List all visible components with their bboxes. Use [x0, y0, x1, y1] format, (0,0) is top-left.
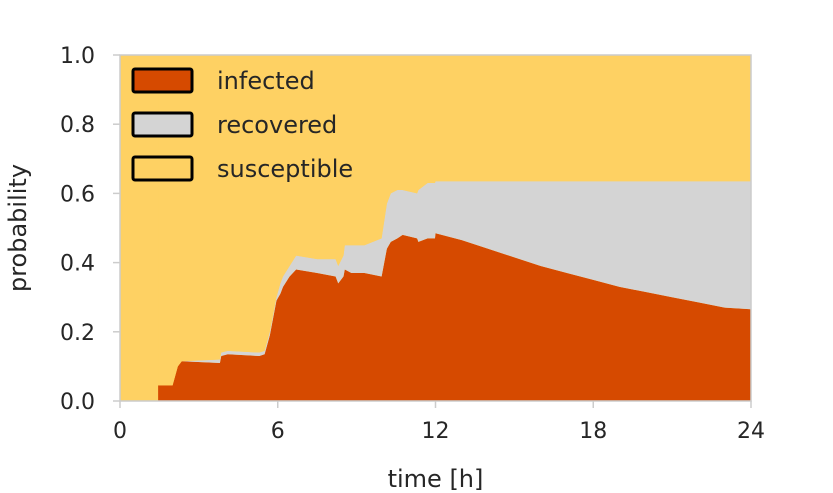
x-tick-label: 18 [579, 419, 607, 444]
legend-label-recovered: recovered [217, 111, 337, 139]
y-tick-label: 0.8 [60, 113, 95, 138]
x-tick-label: 0 [113, 419, 127, 444]
y-tick-label: 0.4 [60, 252, 95, 277]
y-axis-ticks: 0.0 0.2 0.4 0.6 0.8 1.0 [60, 44, 120, 415]
legend-swatch-susceptible [131, 155, 194, 182]
x-tick-label: 12 [422, 419, 450, 444]
area-recovered [158, 181, 751, 386]
legend-label-susceptible: susceptible [217, 155, 353, 183]
y-tick-label: 1.0 [60, 44, 95, 69]
area-susceptible [158, 55, 751, 386]
legend-swatch-infected [131, 67, 194, 94]
x-axis-ticks: 0 6 12 18 24 [113, 401, 765, 444]
area-infected [158, 233, 751, 401]
y-axis-label: probability [4, 164, 32, 292]
x-tick-label: 6 [271, 419, 285, 444]
stacked-areas [158, 55, 751, 401]
y-tick-label: 0.2 [60, 321, 95, 346]
x-tick-label: 24 [737, 419, 765, 444]
x-axis-label: time [h] [388, 465, 484, 493]
y-tick-label: 0.6 [60, 182, 95, 207]
y-tick-label: 0.0 [60, 390, 95, 415]
legend: infected recovered susceptible [131, 67, 353, 183]
legend-label-infected: infected [217, 67, 315, 95]
legend-swatch-recovered [131, 111, 194, 138]
